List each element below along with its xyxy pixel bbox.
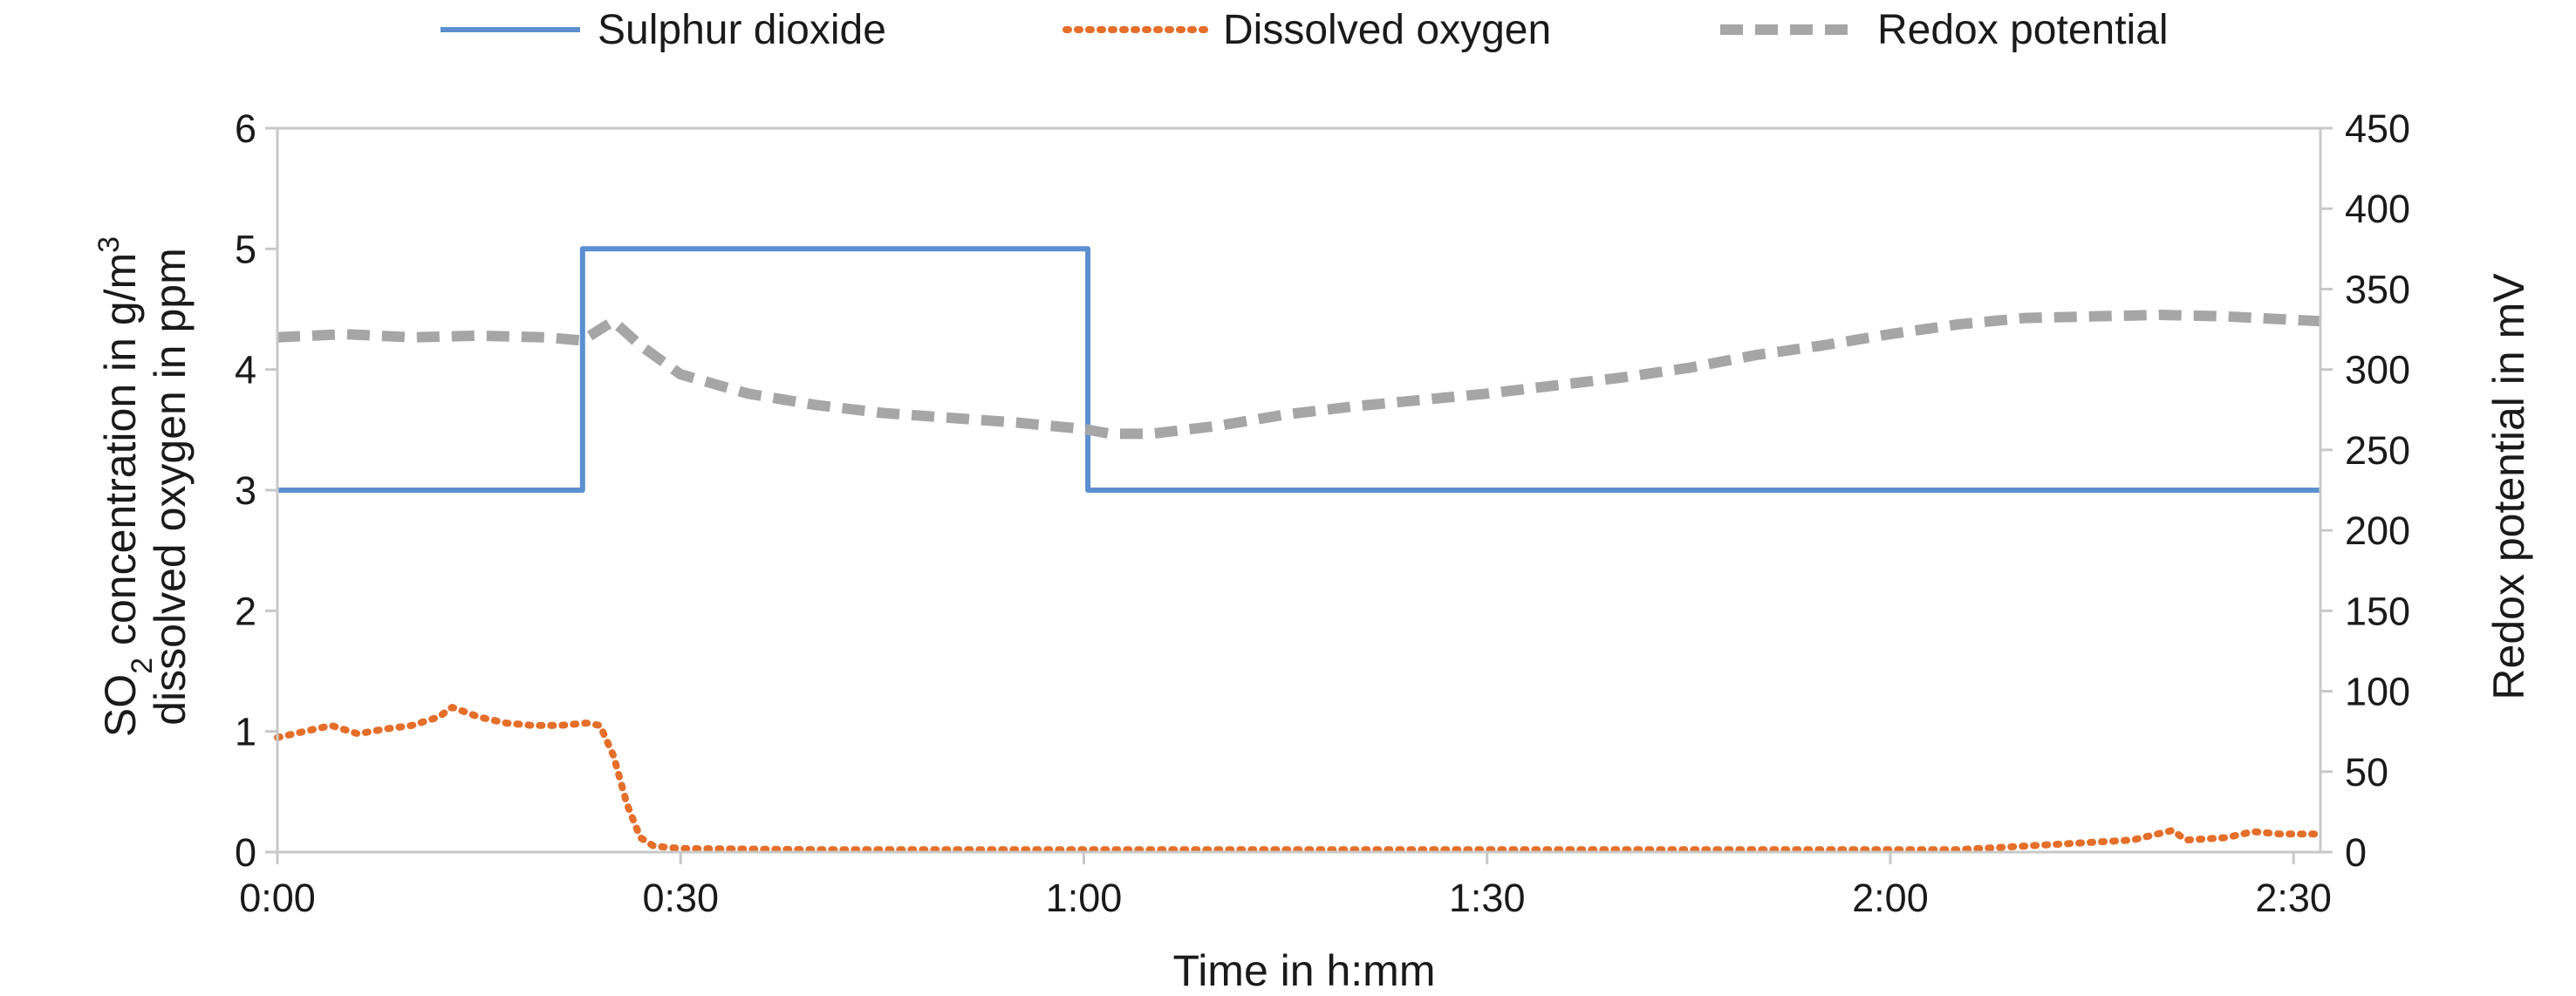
y-left-tick-label: 1 (235, 710, 256, 754)
x-tick-label: 1:30 (1449, 876, 1526, 920)
y-right-tick-label: 350 (2345, 267, 2410, 311)
y-axis-left-title-line2: dissolved oxygen in ppm (146, 248, 195, 726)
x-tick-label: 2:30 (2255, 876, 2332, 920)
y-axis-right-title: Redox potential in mV (2484, 273, 2533, 700)
y-left-tick-label: 3 (235, 468, 256, 513)
x-tick-label: 1:00 (1046, 876, 1123, 920)
x-tick-label: 0:30 (642, 876, 719, 920)
legend-label-sulphur-dioxide: Sulphur dioxide (598, 7, 886, 53)
svg-text:Redox potential in mV: Redox potential in mV (2484, 273, 2533, 700)
y-right-tick-label: 200 (2345, 508, 2410, 553)
x-tick-label: 2:00 (1852, 876, 1929, 920)
y-right-tick-label: 150 (2345, 589, 2410, 633)
y-right-tick-label: 0 (2345, 830, 2367, 875)
x-tick-label: 0:00 (239, 876, 316, 920)
y-right-tick-label: 300 (2345, 348, 2410, 392)
series-line-dissolved-oxygen (274, 704, 2324, 854)
series-line-sulphur-dioxide (277, 246, 2320, 493)
y-right-tick-label: 50 (2345, 750, 2388, 795)
y-left-tick-label: 4 (235, 348, 256, 392)
y-left-tick-label: 0 (235, 830, 256, 875)
y-right-tick-label: 250 (2345, 428, 2410, 473)
y-right-tick-label: 100 (2345, 670, 2410, 714)
svg-text:SO2 concentration in g/m3: SO2 concentration in g/m3 (92, 236, 159, 737)
svg-text:dissolved oxygen in ppm: dissolved oxygen in ppm (146, 248, 195, 726)
legend: Sulphur dioxide Dissolved oxygen Redox pot… (441, 7, 2169, 53)
plot-area (274, 246, 2324, 854)
y-right-tick-label: 400 (2345, 187, 2410, 231)
series-line-redox-potential (277, 310, 2321, 440)
legend-label-dissolved-oxygen: Dissolved oxygen (1223, 7, 1551, 53)
y-left-tick-label: 5 (235, 227, 256, 271)
y-left-tick-label: 2 (235, 589, 256, 633)
y-right-tick-label: 450 (2345, 106, 2410, 151)
legend-label-redox-potential: Redox potential (1877, 7, 2169, 53)
y-axis-left-title: SO2 concentration in g/m3 (92, 236, 159, 737)
axes: 0 1 2 3 4 5 6 0 50 100 150 200 250 300 350 400 450 0:00 0:… (235, 106, 2410, 920)
y-left-tick-label: 6 (235, 106, 256, 151)
x-axis-title: Time in h:mm (1173, 946, 1436, 995)
